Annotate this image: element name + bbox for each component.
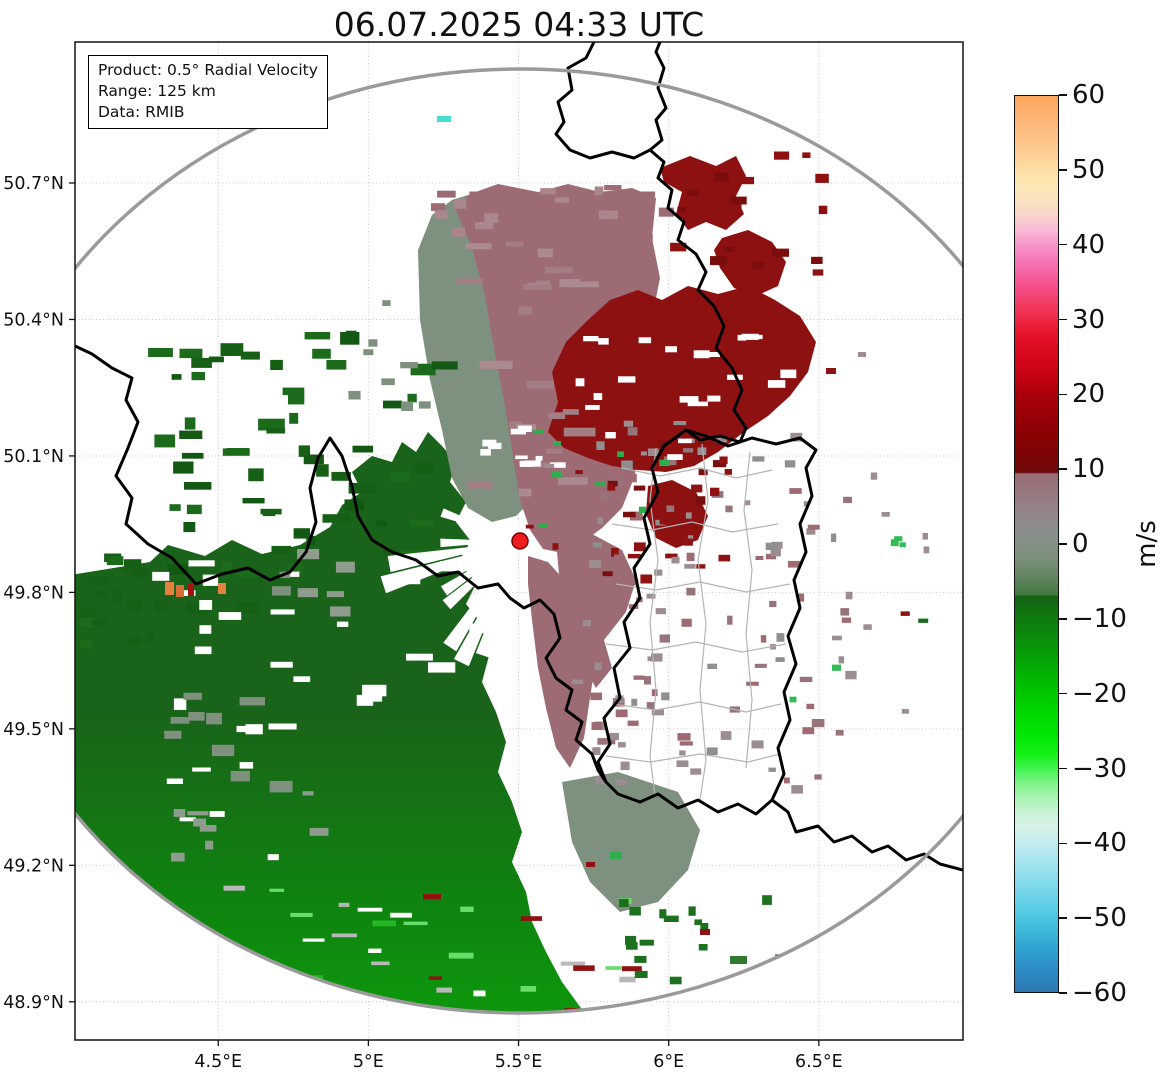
velocity-region-outbound-dark-red-border-blob	[646, 480, 708, 548]
colorbar-tick-label: −60	[1072, 978, 1127, 1008]
colorbar-tick-label: −20	[1072, 678, 1127, 709]
speckles-sage-patches-a	[164, 692, 293, 793]
colorbar-tick	[1059, 767, 1067, 770]
speckles-red-white-holes	[575, 333, 797, 460]
lux-canton-h3	[615, 581, 791, 593]
y-tick-label: 49.5°N	[3, 720, 64, 740]
speckles-bottom-arc-dashes	[223, 885, 642, 1013]
field-patch	[826, 368, 836, 374]
colorbar-gradient	[1014, 95, 1059, 993]
colorbar-tick	[1059, 543, 1067, 545]
y-tick-label: 50.1°N	[3, 447, 64, 467]
field-patch	[730, 956, 747, 964]
colorbar-tick	[1059, 94, 1067, 96]
x-tick-label: 5.5°E	[495, 1052, 543, 1072]
axis-ticks	[69, 182, 820, 1046]
info-range-line: Range: 125 km	[98, 82, 216, 100]
field-patch	[586, 862, 595, 867]
field-patch	[610, 852, 622, 859]
info-data-source-line: Data: RMIB	[98, 103, 185, 121]
velocity-region-outbound-dark-red-northeast	[548, 286, 816, 472]
lux-canton-v3	[743, 451, 753, 769]
x-tick-label: 6.5°E	[795, 1052, 843, 1072]
x-tick-label: 6°E	[653, 1052, 684, 1072]
colorbar-tick-label: −10	[1072, 603, 1127, 634]
speckles-mauve-fringe	[431, 185, 674, 246]
colorbar-tick	[1059, 243, 1067, 246]
colorbar-tick	[1059, 992, 1067, 994]
border-be-fr	[75, 344, 608, 784]
field-patch	[165, 582, 174, 595]
speckles-sage-patches-c	[348, 300, 431, 411]
velocity-region-near-zero-sage-southeast	[562, 772, 700, 912]
axis-tick-labels: 4.5°E 5°E 5.5°E 6°E 6.5°E 50.7°N 50.4°N 50.1°N 4…	[3, 174, 842, 1072]
colorbar-tick	[1059, 393, 1067, 396]
y-tick-label: 49.2°N	[3, 856, 64, 876]
colorbar-tick	[1059, 468, 1067, 470]
field-patch	[858, 352, 866, 357]
field-patch	[437, 116, 451, 122]
border-luxembourg	[596, 428, 818, 816]
lux-canton-v1	[649, 447, 659, 797]
range-ring	[75, 67, 963, 1015]
colorbar-tick-label: 10	[1072, 454, 1106, 485]
colorbar-tick-label: −40	[1072, 828, 1127, 859]
speckles-nw-green-patches	[148, 330, 458, 575]
field-patch	[700, 929, 710, 935]
velocity-region-outbound-mauve-south	[528, 556, 596, 768]
colorbar-tick-label: 30	[1072, 304, 1106, 335]
colorbar-tick-label: 20	[1072, 379, 1106, 410]
speckles-scatter-misc	[525, 420, 670, 550]
district-borders	[605, 443, 791, 801]
lux-canton-h4	[605, 641, 787, 653]
colorbar-unit-label: m/s	[1132, 520, 1162, 568]
border-be-de	[648, 148, 748, 444]
lux-canton-h5	[611, 701, 782, 713]
colorbar-tick-label: 50	[1072, 154, 1106, 185]
x-tick-label: 5°E	[353, 1052, 384, 1072]
radar-site-marker	[511, 532, 529, 550]
colorbar-tick	[1059, 318, 1067, 321]
colorbar-tick	[1059, 917, 1067, 919]
y-tick-label: 49.8°N	[3, 583, 64, 603]
field-patch	[188, 584, 194, 596]
border-nl-pocket-east	[648, 42, 668, 152]
colorbar-tick	[1059, 842, 1067, 845]
country-borders	[75, 42, 963, 872]
speckles-green-white-holes2	[166, 762, 329, 862]
lux-canton-h6	[605, 753, 781, 763]
speckles-right-speckles	[789, 472, 930, 714]
colorbar-tick-label: 60	[1072, 80, 1106, 110]
colorbar-tick-label: 0	[1072, 529, 1089, 559]
border-nl-pocket-west	[554, 42, 652, 160]
radial-white-spokes	[440, 508, 507, 557]
speckles-red-fringe	[670, 151, 829, 276]
speckles-green-white-holes	[152, 560, 488, 735]
product-info-box: Product: 0.5° Radial Velocity Range: 125…	[88, 55, 328, 129]
field-patch	[218, 583, 226, 594]
speckles-lux-speckles	[592, 421, 857, 794]
colorbar-tick	[1059, 692, 1067, 695]
plot-title: 06.07.2025 04:33 UTC	[333, 5, 705, 44]
colorbar-tick-label: −50	[1072, 903, 1127, 934]
colorbar-tick-label: 40	[1072, 229, 1106, 260]
x-tick-label: 4.5°E	[194, 1052, 242, 1072]
field-patch	[176, 585, 184, 597]
lux-canton-h2	[611, 521, 779, 533]
lux-canton-v2	[697, 443, 709, 801]
radial-white-spokes	[380, 543, 516, 667]
speckles-red-border-speckles	[602, 440, 732, 584]
velocity-region-outbound-mauve-east	[556, 534, 636, 688]
colorbar-tick-label: −30	[1072, 753, 1127, 784]
colorbar-tick	[1059, 618, 1067, 620]
info-product-line: Product: 0.5° Radial Velocity	[98, 61, 318, 79]
y-tick-label: 50.4°N	[3, 310, 64, 330]
y-tick-label: 48.9°N	[3, 993, 64, 1013]
velocity-field	[75, 116, 930, 1013]
colorbar-tick	[1059, 169, 1067, 171]
y-tick-label: 50.7°N	[3, 174, 64, 194]
